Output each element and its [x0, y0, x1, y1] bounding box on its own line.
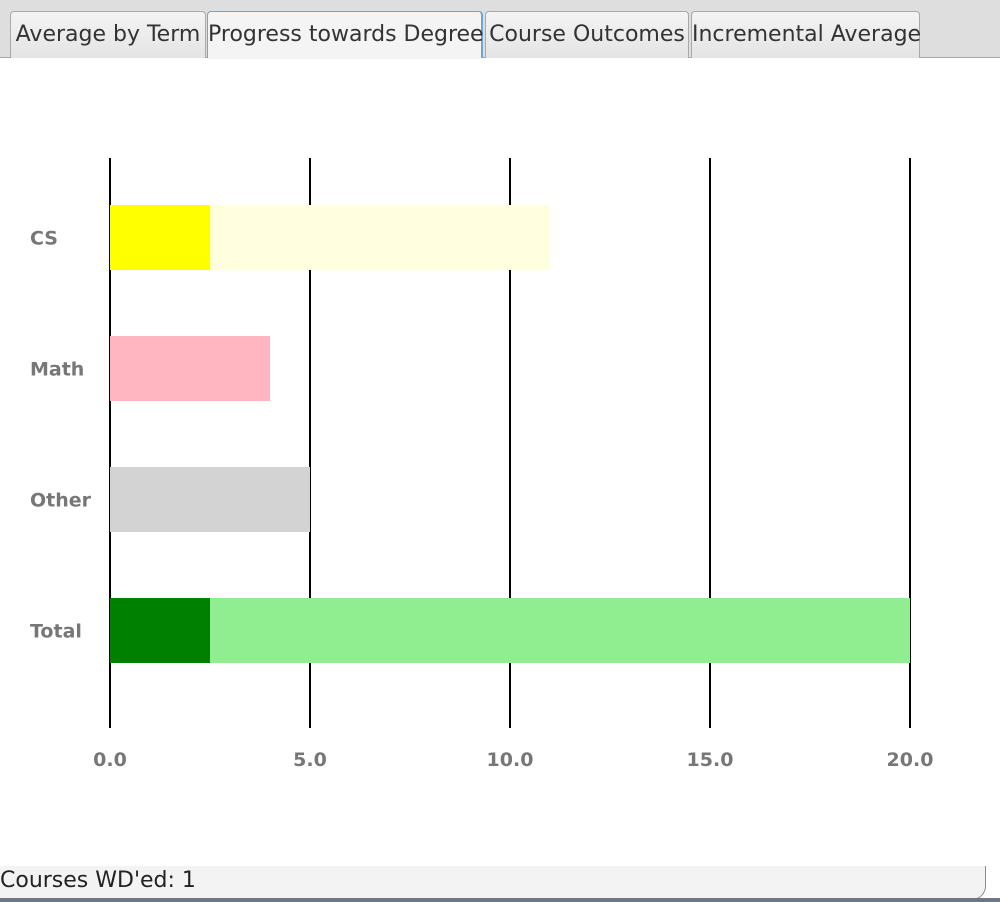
category-label-cs: CS — [30, 228, 58, 250]
tab-bar: Average by Term Progress towards Degree … — [0, 0, 1000, 59]
x-tick-label-2: 10.0 — [487, 749, 534, 771]
x-tick-label-1: 5.0 — [293, 749, 327, 771]
bar-total-segment-0 — [110, 598, 210, 663]
progress-chart-panel: CS Math Other Total 0.0 5.0 10.0 15.0 20.0 — [0, 58, 1000, 866]
tab-progress-towards-degree[interactable]: Progress towards Degree — [207, 11, 484, 59]
category-label-math: Math — [30, 359, 84, 381]
status-bar: Courses WD'ed: 1 — [0, 866, 986, 900]
category-label-total: Total — [30, 621, 82, 643]
bar-cs-segment-1 — [210, 205, 550, 270]
bar-total-segment-1 — [210, 598, 910, 663]
x-tick-label-4: 20.0 — [887, 749, 934, 771]
tab-course-outcomes[interactable]: Course Outcomes — [485, 11, 689, 58]
bar-cs-segment-0 — [110, 205, 210, 270]
x-tick-label-3: 15.0 — [687, 749, 734, 771]
x-tick-label-0: 0.0 — [93, 749, 127, 771]
category-label-other: Other — [30, 490, 92, 512]
bar-math-segment-1 — [110, 336, 270, 401]
progress-bar-chart: CS Math Other Total 0.0 5.0 10.0 15.0 20.0 — [30, 158, 934, 771]
courses-withdrawn-status: Courses WD'ed: 1 — [0, 868, 196, 893]
tab-average-by-term[interactable]: Average by Term — [10, 11, 206, 58]
desktop-edge — [0, 898, 1000, 902]
tab-incremental-average[interactable]: Incremental Average — [691, 11, 921, 58]
bar-other-segment-1 — [110, 467, 310, 532]
